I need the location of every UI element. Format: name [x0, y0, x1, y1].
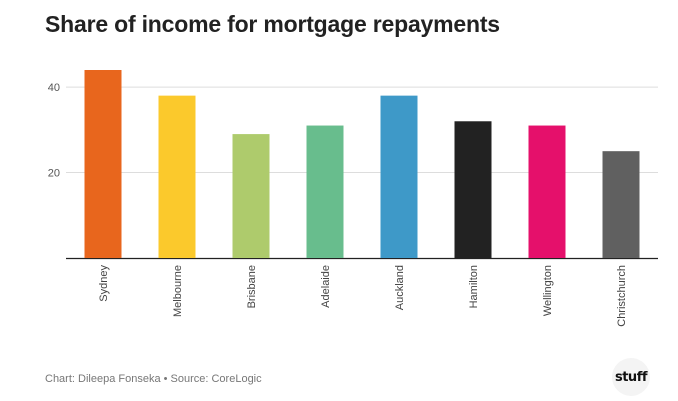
logo-text: stuff: [614, 369, 648, 385]
axis-labels: 20 40 Sydney Melbourne Brisbane Adelaide Auckl…: [48, 82, 628, 327]
x-tick-label: Melbourne: [172, 265, 184, 317]
bars: [84, 70, 640, 259]
chart-title: Share of income for mortgage repayments: [45, 11, 500, 37]
bar-brisbane: [232, 134, 270, 258]
bar-christchurch: [602, 151, 640, 258]
x-tick-label: Adelaide: [320, 265, 332, 308]
chart-credit: Chart: Dileepa Fonseka • Source: CoreLog…: [45, 373, 262, 385]
bar-melbourne: [158, 95, 196, 259]
x-tick-label: Auckland: [394, 265, 406, 310]
bar-hamilton: [454, 121, 492, 258]
stuff-logo: stuff: [612, 358, 650, 396]
bar-auckland: [380, 95, 418, 259]
x-tick-label: Wellington: [542, 265, 554, 316]
y-tick-label: 40: [48, 82, 60, 94]
x-tick-label: Brisbane: [246, 265, 258, 308]
gridlines: [66, 86, 658, 260]
x-tick-label: Sydney: [98, 265, 110, 302]
bar-sydney: [84, 70, 122, 258]
bar-wellington: [528, 125, 566, 258]
x-tick-label: Hamilton: [468, 265, 480, 308]
y-tick-label: 20: [48, 168, 60, 180]
bar-adelaide: [306, 125, 344, 258]
x-tick-label: Christchurch: [616, 265, 628, 327]
